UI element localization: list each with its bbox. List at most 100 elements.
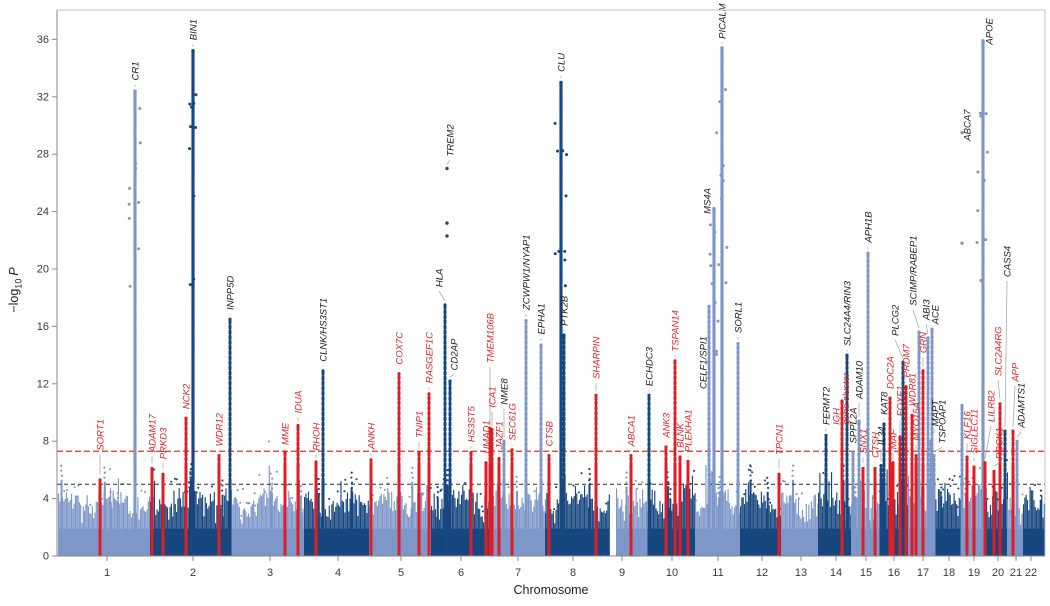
gene-label-aph1b: APH1B — [864, 211, 875, 250]
svg-text:SEC61G: SEC61G — [508, 403, 519, 441]
svg-text:APH1B: APH1B — [864, 211, 875, 244]
svg-text:CR1: CR1 — [131, 61, 142, 80]
locus-hla — [443, 303, 447, 556]
svg-text:ICA1: ICA1 — [488, 387, 499, 408]
svg-text:SORL1: SORL1 — [734, 302, 745, 333]
chr-21-points — [1007, 466, 1024, 556]
svg-text:ANKH: ANKH — [367, 423, 378, 451]
gene-label-cass4: CASS4 — [1003, 246, 1014, 428]
gene-label-picalm: PICALM — [718, 3, 729, 45]
y-axis-title-variable: P — [7, 267, 21, 276]
svg-text:FERMT2: FERMT2 — [822, 386, 833, 425]
locus-foxf1 — [898, 435, 902, 556]
svg-text:MME: MME — [281, 422, 292, 445]
locus-mme — [283, 450, 287, 556]
x-tick-chr-11: 11 — [712, 567, 723, 579]
gene-label-foxf1: FOXF1 — [896, 386, 907, 433]
locus-epha1 — [539, 343, 543, 556]
locus-slc24a4-rin3 — [845, 353, 849, 556]
svg-text:RHOH: RHOH — [312, 423, 323, 451]
gene-label-epha1: EPHA1 — [537, 303, 548, 342]
svg-text:SPPL2A: SPPL2A — [849, 408, 860, 444]
gene-label-rbck1: RBCK1 — [993, 428, 1006, 467]
y-axis-title-prefix: −log — [7, 288, 21, 313]
y-axis-title-subscript: 10 — [13, 278, 24, 289]
gene-label-adam10: ADAM10 — [855, 360, 866, 418]
svg-text:MAF: MAF — [889, 428, 900, 449]
svg-text:ABCA7: ABCA7 — [963, 109, 974, 142]
locus-il34 — [879, 463, 883, 556]
locus-cox7c — [397, 372, 401, 556]
svg-text:UMAD1: UMAD1 — [482, 420, 493, 453]
svg-text:COX7C: COX7C — [395, 332, 406, 365]
locus-sort1 — [98, 478, 102, 556]
locus-apoe — [975, 39, 989, 556]
svg-text:CTSH: CTSH — [871, 432, 882, 458]
svg-text:CLU: CLU — [557, 53, 568, 72]
gene-label-nme8: NME8 — [500, 378, 511, 438]
gene-label-sppl2a: SPPL2A — [849, 408, 860, 449]
x-tick-chr-20: 20 — [992, 567, 1004, 579]
svg-text:MYO15A: MYO15A — [912, 402, 923, 441]
svg-text:TNIP1: TNIP1 — [415, 411, 426, 438]
locus-grn — [921, 369, 925, 556]
svg-text:TREM2: TREM2 — [446, 124, 457, 157]
svg-text:TSPOAP1: TSPOAP1 — [938, 400, 949, 444]
svg-text:DOC2A: DOC2A — [886, 356, 897, 389]
locus-lilrb2 — [983, 461, 987, 556]
svg-text:SCIMP/RABEP1: SCIMP/RABEP1 — [909, 236, 920, 306]
x-tick-chr-2: 2 — [190, 567, 196, 579]
gene-label-prdm7: PRDM7 — [902, 344, 913, 383]
locus-sppl2a — [851, 451, 855, 556]
locus-hs3st5 — [469, 451, 473, 556]
gene-label-adam17: ADAM17 — [148, 413, 159, 464]
gene-label-ctsh: CTSH — [871, 432, 882, 464]
gene-label-mapt: MAPT — [931, 399, 942, 438]
svg-text:ABI3: ABI3 — [922, 299, 933, 321]
svg-text:APP: APP — [1011, 362, 1022, 383]
svg-text:BLNK: BLNK — [676, 422, 687, 447]
svg-text:CASS4: CASS4 — [1003, 246, 1014, 277]
locus-doc2a — [888, 396, 892, 556]
gene-label-tspoap1: TSPOAP1 — [933, 400, 949, 452]
svg-text:TSPAN14: TSPAN14 — [671, 310, 682, 352]
locus-prkd3 — [161, 472, 165, 556]
gene-label-ms4a: MS4A — [703, 188, 714, 214]
locus-siglec11 — [972, 465, 976, 556]
x-tick-chr-14: 14 — [830, 567, 842, 579]
locus-tspoap1 — [932, 453, 936, 556]
chr-6-points — [429, 469, 490, 556]
locus-rhoh — [314, 460, 318, 556]
locus-plcg2 — [901, 360, 905, 556]
svg-text:ADAM10: ADAM10 — [855, 360, 866, 400]
locus-maf — [891, 461, 895, 556]
svg-text:EPHA1: EPHA1 — [537, 303, 548, 334]
y-tick-24: 24 — [37, 206, 49, 218]
locus-sec61g — [510, 448, 514, 556]
locus-cd2ap — [448, 379, 452, 556]
svg-text:SIGLEC11: SIGLEC11 — [970, 409, 981, 454]
gene-label-hla: HLA — [435, 269, 446, 302]
gene-label-umad1: UMAD1 — [482, 420, 493, 459]
gene-label-abi3: ABI3 — [922, 299, 933, 334]
svg-text:ECHDC3: ECHDC3 — [645, 346, 656, 386]
locus-jazf1 — [497, 456, 501, 556]
y-tick-8: 8 — [43, 436, 49, 448]
x-tick-chr-6: 6 — [458, 567, 464, 579]
gene-label-abca7: ABCA7 — [963, 109, 974, 142]
chr-12-points — [740, 464, 782, 556]
locus-sorl1 — [736, 342, 740, 556]
svg-text:KAT8: KAT8 — [880, 391, 891, 415]
gene-label-sort1: SORT1 — [96, 419, 107, 475]
gene-label-trem2: TREM2 — [446, 124, 457, 165]
chr-8-points — [545, 467, 610, 556]
gene-label-cd2ap: CD2AP — [450, 338, 461, 378]
gene-label-sharpin: SHARPIN — [592, 337, 603, 392]
svg-text:PRKD3: PRKD3 — [159, 427, 170, 459]
gene-label-ica1: ICA1 — [488, 387, 499, 426]
locus-clu — [553, 80, 569, 556]
gene-label-inpp5d: INPP5D — [226, 276, 237, 316]
locus-rbck1 — [992, 469, 996, 556]
gene-label-il34: IL34 — [877, 426, 888, 462]
svg-text:ACE: ACE — [931, 304, 942, 325]
